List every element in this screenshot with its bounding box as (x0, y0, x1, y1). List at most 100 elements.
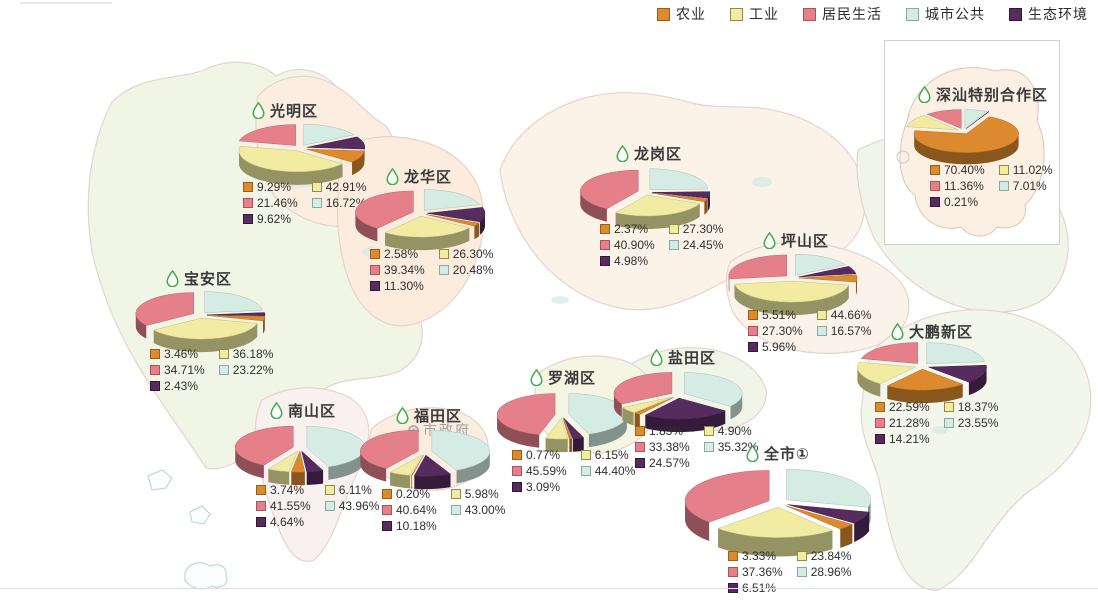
legend-swatch-icon (1009, 7, 1022, 21)
value-item-生态环境: 4.64% (256, 515, 311, 529)
water-drop-icon (746, 445, 759, 462)
value-item-农业: 0.77% (512, 448, 567, 462)
value-label: 16.57% (830, 324, 872, 338)
value-label: 2.43% (164, 379, 199, 393)
pie-chart-全市① (684, 469, 871, 557)
district-title-大鹏新区: 大鹏新区 (891, 321, 973, 342)
value-item-城市公共: 35.32% (703, 440, 758, 454)
value-swatch-icon (943, 418, 954, 428)
pie-slice-side (839, 524, 852, 549)
value-swatch-icon (748, 326, 758, 336)
pie-slice-工业 (905, 115, 958, 130)
legend-label: 居民生活 (822, 6, 882, 22)
water-drop-icon (252, 102, 265, 119)
value-item-居民生活: 33.38% (635, 440, 690, 454)
value-item-生态环境: 24.57% (635, 456, 690, 470)
pie-slice-城市公共 (785, 469, 871, 508)
value-item-居民生活: 37.36% (728, 565, 783, 579)
value-item-居民生活: 21.28% (875, 416, 930, 430)
pie-slice-side (385, 227, 470, 251)
pie-slice-工业 (238, 145, 344, 173)
value-label: 9.62% (257, 212, 292, 226)
pie-slice-城市公共 (303, 124, 355, 146)
value-label: 9.29% (257, 180, 292, 194)
pie-slice-工业 (384, 215, 471, 238)
pie-slice-生态环境 (798, 266, 857, 278)
value-label: 34.71% (164, 363, 205, 377)
value-item-城市公共: 7.01% (998, 179, 1053, 193)
pie-slice-side (728, 275, 730, 292)
value-swatch-icon (930, 165, 940, 175)
value-label: 6.11% (338, 483, 372, 497)
value-swatch-icon (150, 381, 160, 391)
pie-slice-side (857, 367, 881, 397)
value-label: 16.72% (325, 196, 367, 210)
pie-slice-side (634, 413, 640, 428)
value-label: 44.66% (830, 308, 872, 322)
value-swatch-icon (600, 256, 610, 266)
value-label: 27.30% (682, 222, 724, 236)
value-item-居民生活: 39.34% (370, 263, 425, 277)
value-swatch-icon (218, 349, 229, 359)
value-legend-光明区: 9.29% 42.91% 21.46% 16.72% 9.62% (243, 180, 366, 226)
value-label: 33.38% (649, 440, 690, 454)
pie-slice-生态环境 (787, 504, 870, 524)
value-item-农业: 2.58% (370, 247, 425, 261)
pie-slice-side (572, 437, 584, 452)
value-item-城市公共: 23.55% (943, 416, 999, 430)
value-swatch-icon (728, 567, 738, 577)
pie-slice-居民生活 (613, 372, 673, 405)
value-swatch-icon (382, 521, 392, 531)
pie-slice-side (497, 414, 540, 448)
district-name: 坪山区 (781, 233, 830, 250)
value-label: 43.96% (338, 499, 380, 513)
district-title-南山区: 南山区 (270, 400, 336, 421)
value-item-居民生活: 40.64% (382, 503, 437, 517)
pie-slice-农业 (913, 116, 1019, 153)
value-label: 14.21% (889, 432, 930, 446)
value-label: 3.33% (742, 549, 777, 563)
pie-slice-生态环境 (563, 417, 585, 440)
pie-slice-工业 (545, 417, 569, 440)
value-swatch-icon (943, 402, 954, 412)
value-label: 3.09% (526, 480, 561, 494)
pie-slice-side (238, 150, 343, 185)
pie-chart-福田区 (360, 429, 491, 490)
pie-slice-农业 (306, 148, 365, 163)
value-label: 36.18% (232, 347, 274, 361)
value-swatch-icon (635, 442, 645, 452)
pie-slice-农业 (651, 192, 708, 203)
value-label: 6.15% (594, 448, 629, 462)
value-swatch-icon (668, 224, 679, 234)
value-item-农业: 70.40% (930, 163, 985, 177)
pie-slice-side (734, 284, 849, 316)
district-title-全市①: 全市① (746, 443, 810, 464)
value-legend-宝安区: 3.46% 36.18% 34.71% 23.22% 2.43% (150, 347, 273, 393)
value-label: 11.02% (1012, 163, 1053, 177)
value-item-居民生活: 34.71% (150, 363, 205, 377)
district-title-深汕特别合作区: 深汕特别合作区 (918, 84, 1048, 105)
value-item-工业: 18.37% (943, 400, 999, 414)
value-label: 18.37% (957, 400, 999, 414)
value-label: 39.34% (384, 263, 425, 277)
legend-label: 工业 (749, 6, 779, 22)
value-label: 23.55% (957, 416, 999, 430)
value-swatch-icon (243, 214, 253, 224)
pie-slice-side (622, 407, 634, 426)
pie-slice-生态环境 (928, 364, 987, 383)
value-item-农业: 0.20% (382, 487, 437, 501)
water-drop-icon (270, 402, 283, 419)
pie-slice-工业 (267, 450, 299, 473)
value-item-农业: 3.33% (728, 549, 783, 563)
legend-label: 城市公共 (925, 6, 985, 22)
pie-chart-光明区 (238, 124, 366, 185)
value-swatch-icon (370, 265, 380, 275)
district-title-盐田区: 盐田区 (650, 347, 716, 368)
district-name: 盐田区 (668, 350, 717, 367)
pie-slice-农业 (562, 418, 573, 440)
value-item-农业: 2.37% (600, 222, 655, 236)
pie-slice-生态环境 (206, 312, 266, 316)
value-swatch-icon (816, 326, 827, 336)
legend-swatch-icon (803, 7, 816, 21)
